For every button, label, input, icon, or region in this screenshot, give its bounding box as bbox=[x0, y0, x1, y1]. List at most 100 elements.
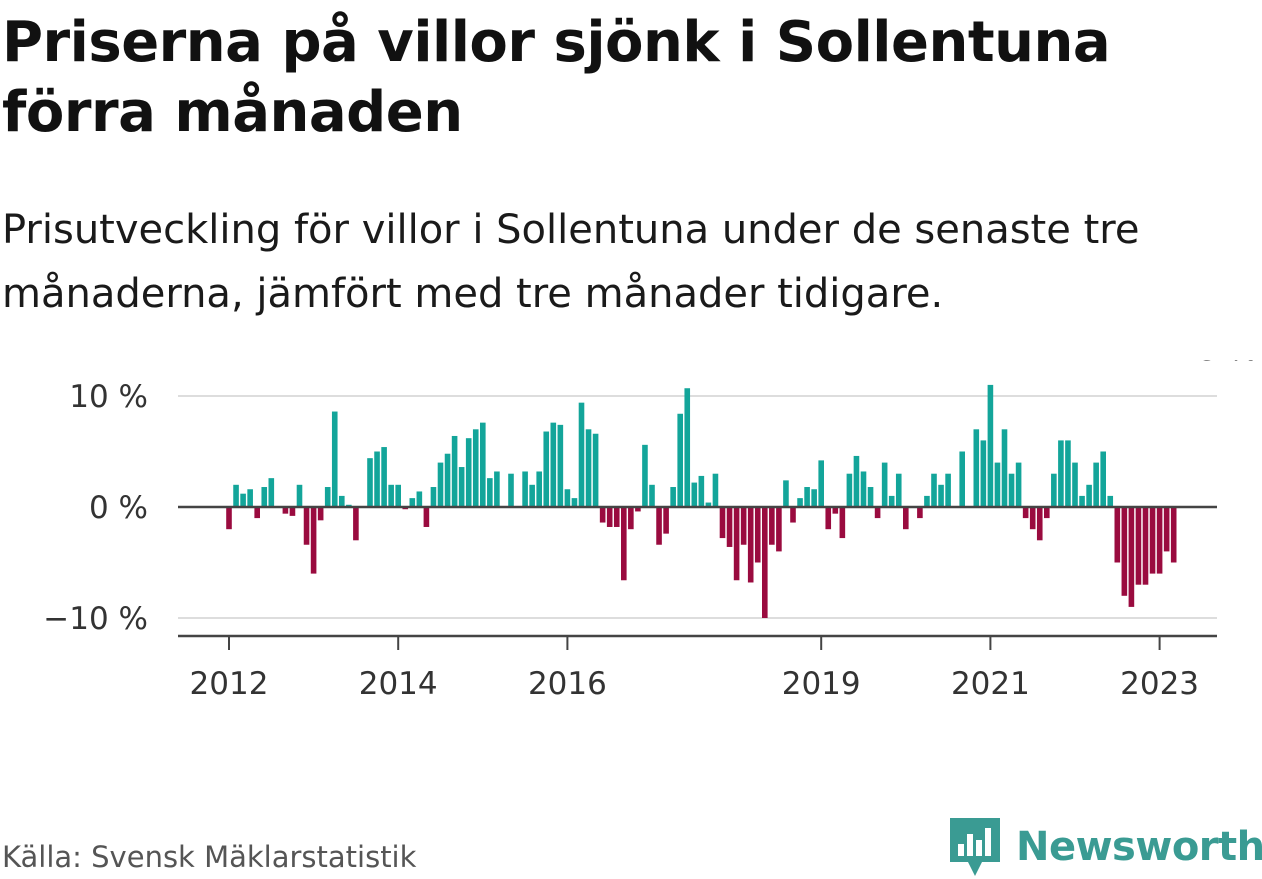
bar bbox=[571, 498, 578, 507]
chart-title: Priserna på villor sjönk i Sollentuna fö… bbox=[2, 10, 1111, 145]
bar-chart: 10 % 0 % −10 % 2012 2014 2016 2019 2021 2023 −5… bbox=[43, 360, 1261, 700]
bar bbox=[733, 507, 740, 581]
bar bbox=[254, 507, 260, 519]
bar bbox=[712, 473, 719, 507]
bar bbox=[931, 473, 937, 507]
bar bbox=[458, 467, 465, 507]
bar bbox=[339, 495, 345, 507]
bar bbox=[980, 440, 987, 507]
bar bbox=[698, 475, 705, 507]
bar bbox=[839, 507, 846, 539]
bar bbox=[1079, 495, 1085, 507]
bar bbox=[677, 413, 683, 507]
bar bbox=[310, 507, 317, 574]
bar bbox=[1029, 507, 1036, 530]
x-tick-label: 2021 bbox=[951, 666, 1030, 700]
newsworthy-logo: Newsworthy bbox=[950, 818, 1262, 876]
annotation-label: −5 % bbox=[1173, 360, 1258, 368]
bar bbox=[487, 478, 493, 507]
bar bbox=[811, 489, 817, 507]
x-tick-label: 2012 bbox=[190, 666, 269, 700]
bar bbox=[895, 473, 902, 507]
brand-name: Newsworthy bbox=[1016, 824, 1262, 870]
bar bbox=[1156, 507, 1163, 574]
bar bbox=[705, 502, 712, 507]
y-tick-label: 10 % bbox=[69, 379, 148, 415]
bar bbox=[1093, 462, 1099, 507]
bar bbox=[1001, 429, 1008, 507]
bar bbox=[903, 507, 909, 530]
bar bbox=[331, 411, 338, 507]
bar bbox=[268, 478, 275, 507]
x-tick-label: 2023 bbox=[1120, 666, 1199, 700]
y-tick-label: −10 % bbox=[43, 601, 148, 637]
bar bbox=[888, 495, 895, 507]
source-note: Källa: Svensk Mäklarstatistik bbox=[2, 840, 417, 874]
bar bbox=[1065, 440, 1071, 507]
bar bbox=[994, 462, 1001, 507]
bar bbox=[684, 388, 691, 507]
bar bbox=[480, 422, 486, 507]
bar bbox=[1100, 451, 1106, 507]
bar bbox=[621, 507, 627, 581]
bar bbox=[959, 451, 965, 507]
bar bbox=[1086, 484, 1092, 507]
x-tick-label: 2019 bbox=[782, 666, 861, 700]
bar bbox=[1135, 507, 1142, 585]
chart-subtitle: Prisutveckling för villor i Sollentuna u… bbox=[2, 207, 1140, 317]
bar bbox=[846, 473, 853, 507]
bar bbox=[289, 507, 296, 516]
bar bbox=[599, 507, 606, 523]
bar bbox=[1051, 473, 1057, 507]
bar bbox=[451, 435, 458, 507]
bar bbox=[656, 507, 662, 545]
bar bbox=[1163, 507, 1170, 552]
y-tick-label: 0 % bbox=[89, 490, 148, 526]
bar bbox=[247, 489, 253, 507]
bar bbox=[881, 462, 888, 507]
bar bbox=[606, 507, 613, 527]
bar bbox=[472, 429, 479, 507]
bar bbox=[409, 498, 416, 507]
bar bbox=[1058, 440, 1064, 507]
x-tick-label: 2014 bbox=[359, 666, 438, 700]
bar bbox=[740, 507, 747, 545]
bar bbox=[444, 453, 451, 507]
bar bbox=[628, 507, 634, 530]
bar bbox=[261, 487, 268, 507]
x-axis: 2012 2014 2016 2019 2021 2023 bbox=[178, 505, 1217, 700]
bar bbox=[1142, 507, 1149, 585]
bar bbox=[226, 507, 232, 530]
bar bbox=[592, 433, 599, 507]
bar bbox=[557, 424, 564, 507]
bar bbox=[754, 507, 761, 563]
bar bbox=[804, 487, 810, 507]
bar bbox=[395, 484, 401, 507]
bar bbox=[423, 507, 430, 527]
bar bbox=[1022, 507, 1029, 519]
bar bbox=[508, 473, 514, 507]
bar bbox=[1015, 462, 1022, 507]
bar bbox=[564, 489, 571, 507]
bar bbox=[550, 422, 557, 507]
bar bbox=[374, 451, 380, 507]
bar bbox=[522, 471, 528, 507]
bar bbox=[233, 484, 239, 507]
annotations: −5 % bbox=[1170, 360, 1261, 371]
bar bbox=[860, 471, 867, 507]
bar bbox=[691, 482, 698, 507]
bar bbox=[1044, 507, 1050, 519]
bar bbox=[585, 429, 592, 507]
bars bbox=[226, 384, 1177, 618]
bar bbox=[825, 507, 832, 530]
bar bbox=[324, 487, 331, 507]
bar bbox=[1036, 507, 1043, 541]
bar bbox=[465, 438, 472, 507]
bar bbox=[1072, 462, 1078, 507]
bar bbox=[670, 487, 676, 507]
bar bbox=[1107, 495, 1114, 507]
bar bbox=[543, 431, 550, 507]
bar bbox=[790, 507, 796, 523]
bar bbox=[797, 498, 803, 507]
bar bbox=[924, 495, 930, 507]
